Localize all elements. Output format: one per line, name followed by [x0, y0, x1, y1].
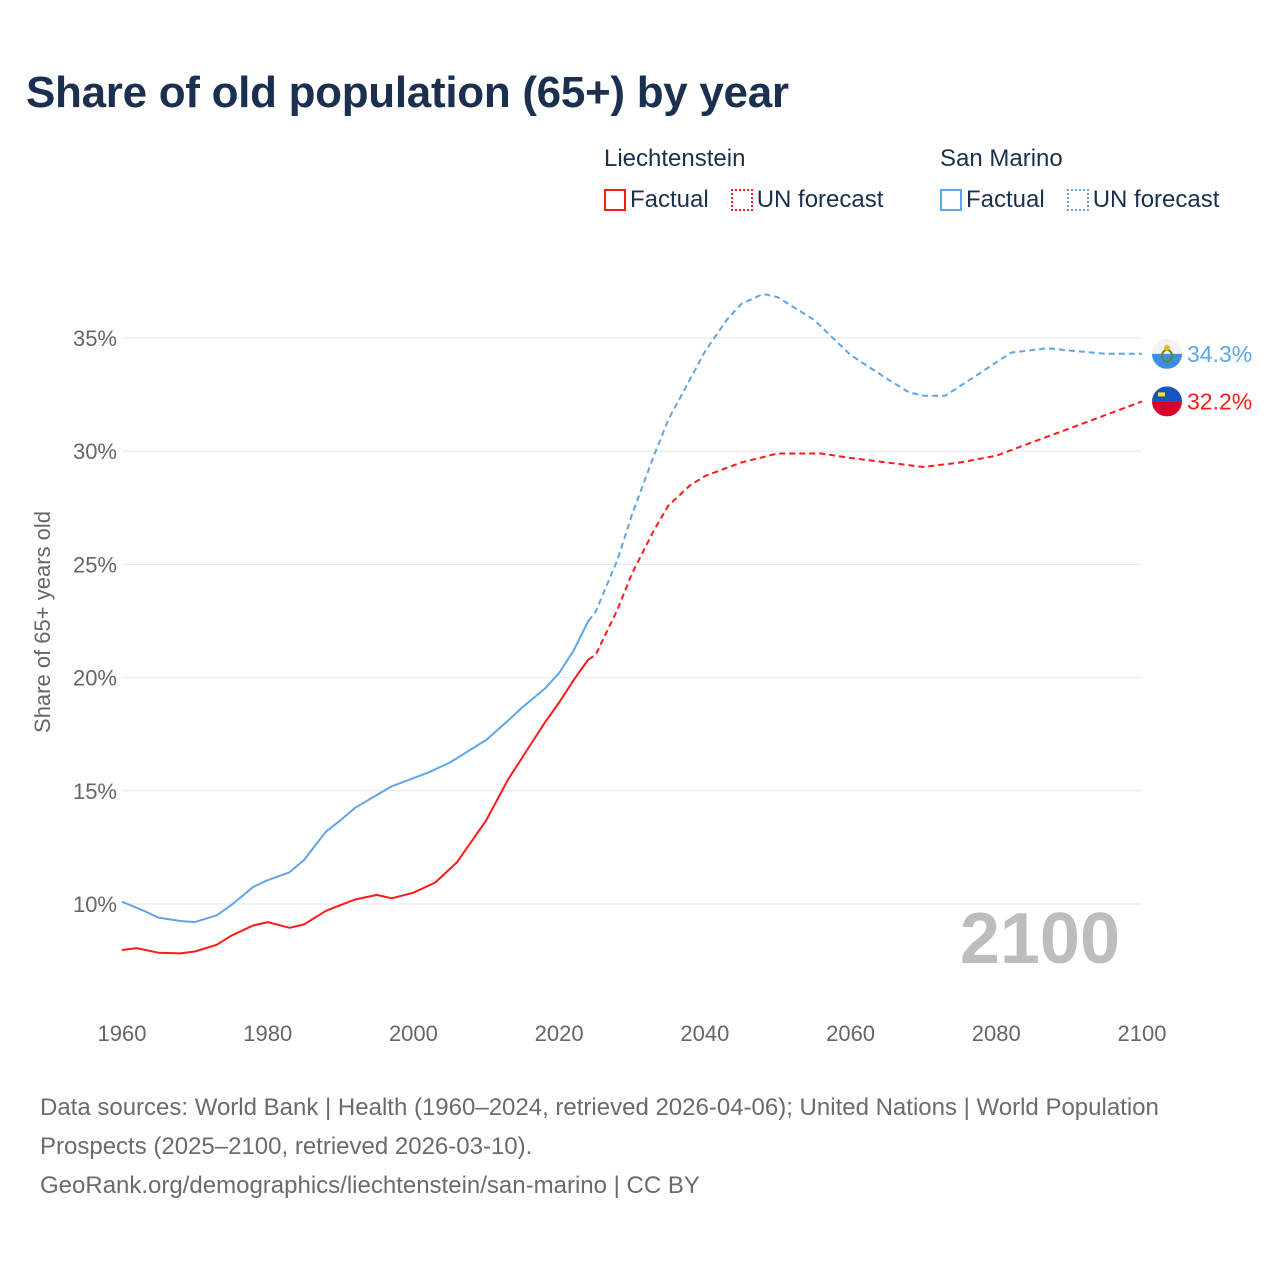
- legend-label: Factual: [630, 186, 709, 213]
- san-marino-forecast-line: [587, 292, 1142, 622]
- legend-label: UN forecast: [756, 186, 884, 213]
- legend-item-factual[interactable]: Factual: [940, 186, 1045, 214]
- liechtenstein-factual-line: [121, 658, 590, 955]
- liechtenstein-flag-icon: [1152, 386, 1182, 417]
- san-marino-end-value: 34.3%: [1187, 341, 1252, 367]
- series-lines: [121, 292, 1143, 955]
- source-note: Data sources: World Bank | Health (1960–…: [40, 1088, 1160, 1205]
- end-labels: 32.2% 34.3%: [1152, 338, 1252, 417]
- y-tick-label: 20%: [73, 666, 117, 691]
- legend-swatch-dotted: [730, 189, 753, 211]
- y-tick-label: 30%: [73, 439, 117, 464]
- y-tick-label: 25%: [73, 552, 117, 577]
- liechtenstein-forecast-line: [587, 400, 1143, 661]
- legend-group-name: Liechtenstein: [604, 145, 746, 172]
- liechtenstein-end-value: 32.2%: [1187, 388, 1252, 414]
- y-tick-label: 10%: [73, 892, 117, 917]
- y-tick-label: 35%: [73, 326, 117, 351]
- x-tick-label: 1960: [98, 1021, 147, 1046]
- legend-item-forecast[interactable]: UN forecast: [1066, 186, 1220, 214]
- y-tick-label: 15%: [73, 779, 117, 804]
- x-tick-label: 2020: [535, 1021, 584, 1046]
- source-text: Data sources: World Bank | Health (1960–…: [40, 1094, 1159, 1160]
- chart-title: Share of old population (65+) by year: [26, 68, 789, 117]
- legend-swatch-solid: [940, 189, 962, 211]
- legend-item-forecast[interactable]: UN forecast: [730, 186, 884, 214]
- legend-swatch-dotted: [1066, 189, 1089, 211]
- legend-group-san-marino: San Marino Factual UN forecast: [940, 144, 1235, 214]
- san-marino-flag-icon: [1152, 338, 1182, 369]
- x-tick-label: 1980: [243, 1021, 292, 1046]
- legend-group-name: San Marino: [940, 145, 1063, 172]
- legend-label: Factual: [966, 186, 1045, 213]
- legend-label: UN forecast: [1092, 186, 1220, 213]
- source-link[interactable]: GeoRank.org/demographics/liechtenstein/s…: [40, 1172, 700, 1199]
- y-axis-label: Share of 65+ years old: [30, 511, 55, 733]
- line-chart: 10% 15% 20% 25% 30% 35% 2100 Share of 65+ yea…: [30, 292, 1252, 1046]
- x-axis-ticks: 1960 1980 2000 2020 2040 2060 2080 2100: [98, 1021, 1167, 1046]
- legend-swatch-solid: [604, 189, 626, 211]
- san-marino-factual-line: [121, 620, 590, 924]
- year-watermark: 2100: [960, 899, 1120, 979]
- legend-group-liechtenstein: Liechtenstein Factual UN forecast: [604, 144, 899, 214]
- x-tick-label: 2060: [826, 1021, 875, 1046]
- gridlines: 10% 15% 20% 25% 30% 35%: [73, 326, 1142, 917]
- x-tick-label: 2040: [680, 1021, 729, 1046]
- x-tick-label: 2080: [972, 1021, 1021, 1046]
- legend-item-factual[interactable]: Factual: [604, 186, 709, 214]
- x-tick-label: 2000: [389, 1021, 438, 1046]
- x-tick-label: 2100: [1118, 1021, 1167, 1046]
